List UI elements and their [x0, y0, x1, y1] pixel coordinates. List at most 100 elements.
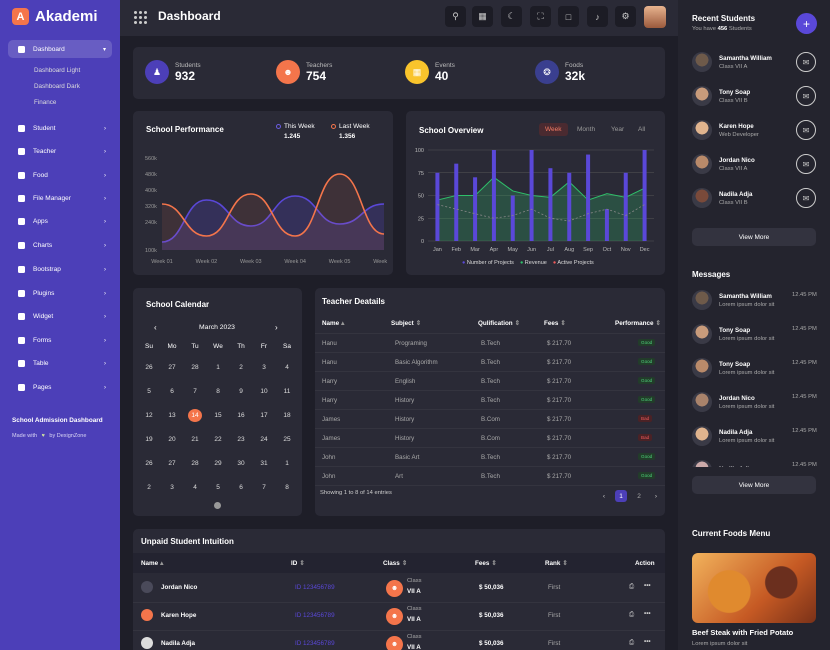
student-id[interactable]: ID 123456789: [295, 612, 335, 619]
more-options-icon[interactable]: •••: [644, 582, 651, 589]
message-student-button[interactable]: ✉: [796, 86, 816, 106]
calendar-day[interactable]: 28: [191, 363, 199, 371]
search-button[interactable]: ⚲: [445, 6, 466, 27]
user-avatar[interactable]: [644, 6, 666, 28]
message-item[interactable]: Samantha William Lorem ipsum dolor sit: [692, 290, 774, 310]
calendar-day[interactable]: 2: [147, 483, 151, 491]
calendar-day[interactable]: 29: [214, 459, 222, 467]
calendar-day[interactable]: 10: [260, 387, 268, 395]
calendar-day[interactable]: 8: [216, 387, 220, 395]
calendar-day[interactable]: 27: [168, 459, 176, 467]
message-student-button[interactable]: ✉: [796, 154, 816, 174]
calendar-day[interactable]: 3: [262, 363, 266, 371]
apps-button[interactable]: ▦: [472, 6, 493, 27]
sidebar-item-charts[interactable]: Charts ›: [18, 242, 106, 249]
chat-button[interactable]: □: [558, 6, 579, 27]
calendar-day[interactable]: 20: [168, 435, 176, 443]
calendar-day[interactable]: 26: [145, 363, 153, 371]
message-item[interactable]: Nadila Adja: [692, 460, 752, 467]
calendar-day[interactable]: 31: [260, 459, 268, 467]
calendar-day[interactable]: 8: [285, 483, 289, 491]
th-fees[interactable]: Fees ⇕: [544, 320, 566, 327]
more-options-icon[interactable]: •••: [644, 638, 651, 645]
calendar-day[interactable]: 13: [168, 411, 176, 419]
add-student-button[interactable]: +: [796, 13, 817, 34]
sidebar-item-pages[interactable]: Pages ›: [18, 384, 106, 391]
calendar-day[interactable]: 22: [214, 435, 222, 443]
tab-month[interactable]: Month: [577, 126, 596, 133]
sidebar-item-table[interactable]: Table ›: [18, 360, 106, 367]
calendar-day[interactable]: 18: [283, 411, 291, 419]
calendar-next-button[interactable]: ›: [275, 323, 278, 332]
th-action[interactable]: Action: [635, 560, 655, 567]
sidebar-item-bootstrap[interactable]: Bootstrap ›: [18, 266, 106, 273]
calendar-day[interactable]: 5: [147, 387, 151, 395]
student-name[interactable]: Karen Hope: [161, 612, 197, 619]
page-1-button[interactable]: 1: [615, 490, 627, 502]
calendar-day[interactable]: 7: [193, 387, 197, 395]
calendar-day[interactable]: 15: [214, 411, 222, 419]
recent-student-item[interactable]: Nadila Adja Class VII B: [692, 188, 752, 208]
message-student-button[interactable]: ✉: [796, 120, 816, 140]
print-icon[interactable]: ⎙: [629, 639, 635, 646]
sidebar-subitem[interactable]: Finance: [34, 99, 57, 106]
calendar-day[interactable]: 2: [239, 363, 243, 371]
settings-button[interactable]: ⚙: [615, 6, 636, 27]
th-performance[interactable]: Performance ⇕: [615, 320, 661, 327]
recent-student-item[interactable]: Samantha William Class VII A: [692, 52, 772, 72]
print-icon[interactable]: ⎙: [629, 583, 635, 590]
th-name[interactable]: Name ▴: [322, 320, 344, 327]
calendar-day[interactable]: 17: [260, 411, 268, 419]
student-id[interactable]: ID 123456789: [295, 640, 335, 647]
th-subject[interactable]: Subject ⇕: [391, 320, 421, 327]
calendar-day[interactable]: 6: [170, 387, 174, 395]
calendar-day[interactable]: 4: [285, 363, 289, 371]
calendar-day[interactable]: 19: [145, 435, 153, 443]
calendar-day[interactable]: 4: [193, 483, 197, 491]
print-icon[interactable]: ⎙: [629, 611, 635, 618]
sidebar-item-file-manager[interactable]: File Manager ›: [18, 195, 106, 202]
recent-student-item[interactable]: Jordan Nico Class VII A: [692, 154, 755, 174]
sidebar-item-widget[interactable]: Widget ›: [18, 313, 106, 320]
calendar-day[interactable]: 12: [145, 411, 153, 419]
logo[interactable]: A Akademi: [12, 8, 98, 25]
calendar-day[interactable]: 24: [260, 435, 268, 443]
calendar-day[interactable]: 6: [239, 483, 243, 491]
more-options-icon[interactable]: •••: [644, 610, 651, 617]
calendar-prev-button[interactable]: ‹: [154, 323, 157, 332]
sidebar-item-student[interactable]: Student ›: [18, 125, 106, 132]
th-name[interactable]: Name ▴: [141, 560, 163, 567]
sidebar-subitem[interactable]: Dashboard Dark: [34, 83, 80, 90]
student-name[interactable]: Jordan Nico: [161, 584, 198, 591]
tab-week[interactable]: Week: [539, 123, 568, 136]
recent-student-item[interactable]: Tony Soap Class VII B: [692, 86, 750, 106]
th-fees[interactable]: Fees ⇕: [475, 560, 497, 567]
student-name[interactable]: Nadila Adja: [161, 640, 196, 647]
calendar-day[interactable]: 25: [283, 435, 291, 443]
calendar-day[interactable]: 11: [283, 387, 291, 395]
message-student-button[interactable]: ✉: [796, 188, 816, 208]
page-2-button[interactable]: 2: [637, 492, 641, 500]
sidebar-item-dashboard[interactable]: Dashboard ▾: [18, 46, 106, 53]
th-id[interactable]: ID ⇕: [291, 560, 305, 567]
sidebar-item-apps[interactable]: Apps ›: [18, 218, 106, 225]
recent-student-item[interactable]: Karen Hope Web Developer: [692, 120, 759, 140]
tab-all[interactable]: All: [638, 126, 646, 133]
menu-grid-icon[interactable]: [134, 11, 147, 24]
message-item[interactable]: Tony Soap Lorem ipsum dolor sit: [692, 358, 774, 378]
calendar-day[interactable]: 16: [237, 411, 245, 419]
message-item[interactable]: Tony Soap Lorem ipsum dolor sit: [692, 324, 774, 344]
calendar-day[interactable]: 21: [191, 435, 199, 443]
calendar-day[interactable]: 5: [216, 483, 220, 491]
calendar-day[interactable]: 23: [237, 435, 245, 443]
message-item[interactable]: Jordan Nico Lorem ipsum dolor sit: [692, 392, 774, 412]
student-id[interactable]: ID 123456789: [295, 584, 335, 591]
tab-year[interactable]: Year: [611, 126, 625, 133]
notification-button[interactable]: ♪: [587, 6, 608, 27]
calendar-day[interactable]: 1: [216, 363, 220, 371]
th-class[interactable]: Class ⇕: [383, 560, 407, 567]
th-qulification[interactable]: Qulification ⇕: [478, 320, 520, 327]
calendar-day[interactable]: 30: [237, 459, 245, 467]
calendar-day[interactable]: 27: [168, 363, 176, 371]
calendar-day[interactable]: 14: [188, 408, 202, 422]
